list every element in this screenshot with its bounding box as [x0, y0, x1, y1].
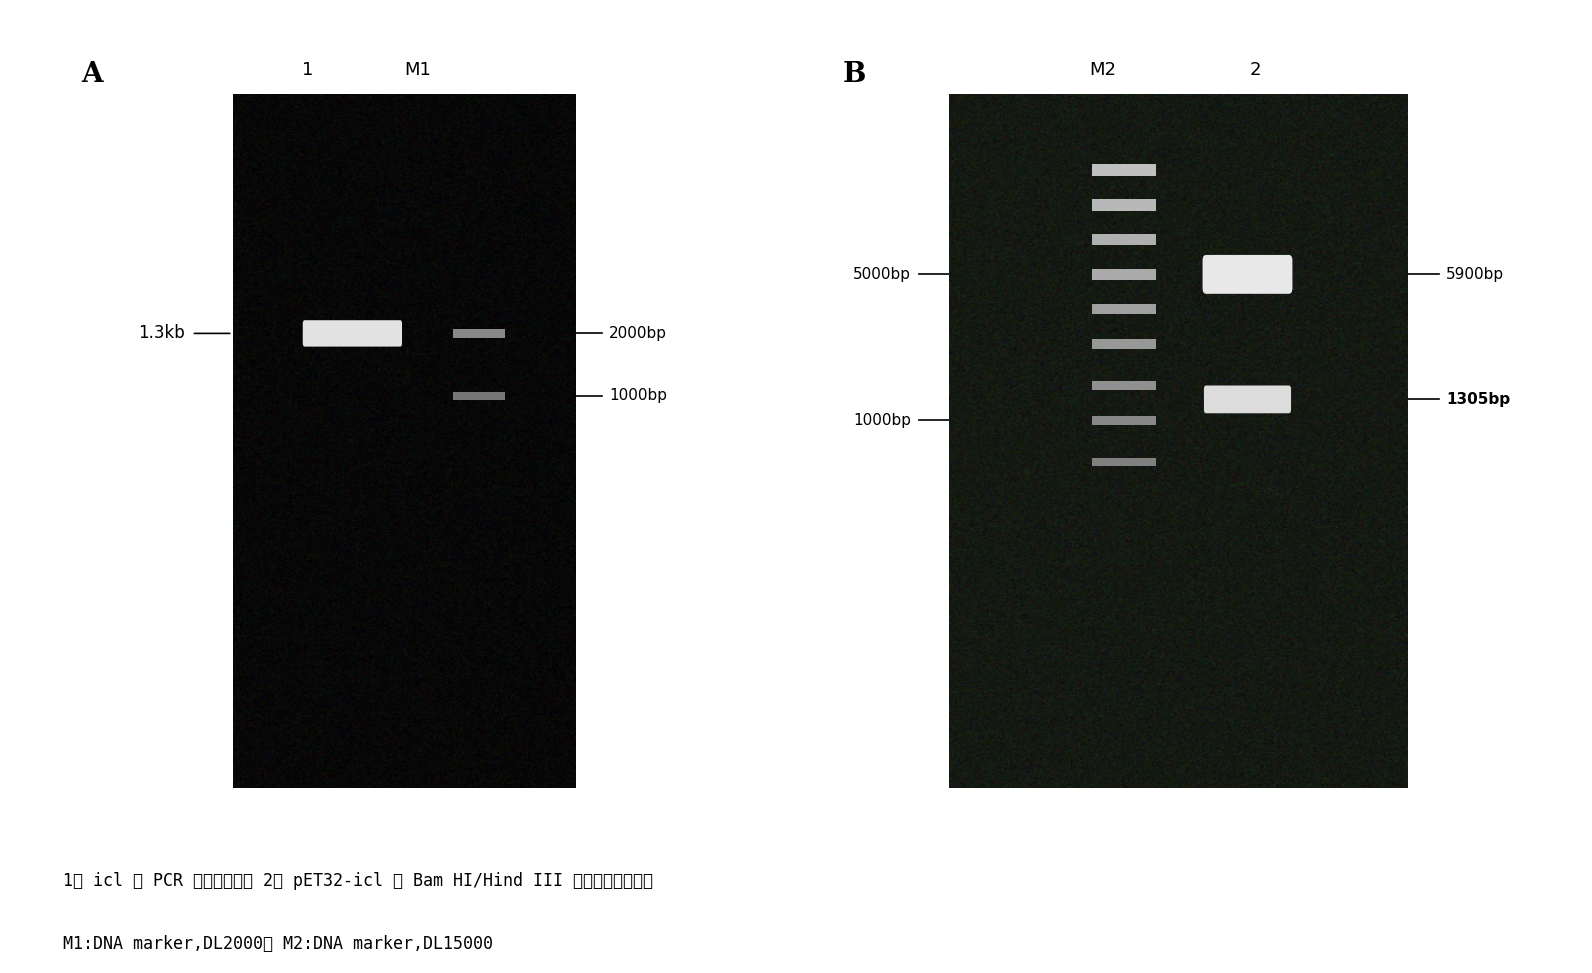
Text: 1305bp: 1305bp [1446, 392, 1511, 407]
Bar [1092, 234, 1156, 245]
Text: M1: M1 [404, 61, 431, 80]
FancyBboxPatch shape [1202, 255, 1293, 294]
Bar [1092, 163, 1156, 176]
Text: 1000bp: 1000bp [610, 388, 667, 404]
Bar [1092, 415, 1156, 425]
Bar [1092, 199, 1156, 211]
Text: A: A [81, 61, 103, 89]
Text: M1:DNA marker,DL2000； M2:DNA marker,DL15000: M1:DNA marker,DL2000； M2:DNA marker,DL15… [64, 935, 494, 953]
Text: 5000bp: 5000bp [853, 267, 911, 282]
Text: 1.3kb: 1.3kb [139, 324, 185, 342]
FancyBboxPatch shape [302, 320, 403, 346]
Text: B: B [842, 61, 866, 89]
Text: 2: 2 [1250, 61, 1261, 80]
Text: 2000bp: 2000bp [610, 326, 667, 341]
Text: 1: 1 [302, 61, 314, 80]
Bar [1092, 457, 1156, 466]
FancyBboxPatch shape [1204, 385, 1291, 414]
Text: 1000bp: 1000bp [853, 413, 911, 428]
Text: 1： icl 的 PCR 产物的电泳带 2： pET32-icl 用 Bam HI/Hind III 双酶切后的电泳带: 1： icl 的 PCR 产物的电泳带 2： pET32-icl 用 Bam H… [64, 872, 653, 889]
Bar [1092, 380, 1156, 390]
Text: 5900bp: 5900bp [1446, 267, 1504, 282]
Text: M2: M2 [1089, 61, 1116, 80]
Bar [454, 329, 505, 338]
Bar [454, 392, 505, 400]
Bar [1092, 339, 1156, 348]
Bar [1092, 270, 1156, 279]
Bar [1092, 304, 1156, 314]
